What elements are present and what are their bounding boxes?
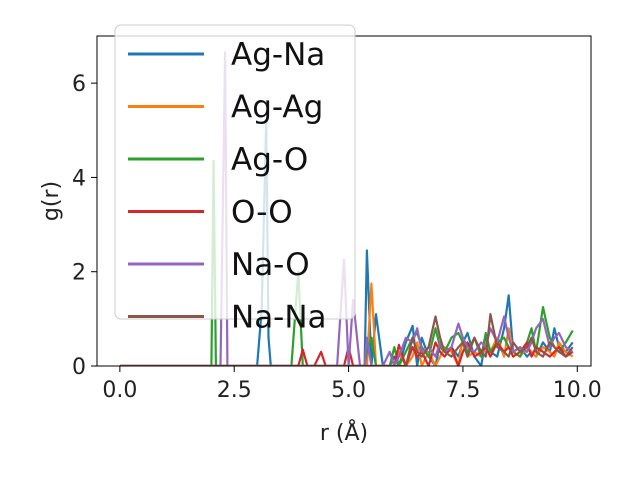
x-tick-label: 5.0 bbox=[331, 378, 366, 403]
legend-label-ag-o: Ag-O bbox=[231, 142, 308, 178]
legend-label-na-o: Na-O bbox=[231, 247, 310, 283]
legend-box bbox=[114, 24, 356, 320]
x-axis-ticks: 0.0 2.5 5.0 7.5 10.0 bbox=[102, 366, 602, 403]
legend-label-na-na: Na-Na bbox=[231, 300, 327, 336]
y-tick-label: 6 bbox=[72, 72, 86, 97]
series-line-na-na bbox=[119, 313, 574, 366]
x-tick-label: 7.5 bbox=[445, 378, 480, 403]
series-line-o-o bbox=[119, 341, 574, 366]
series-line-ag-o bbox=[119, 159, 574, 366]
legend-label-o-o: O-O bbox=[231, 195, 293, 231]
x-tick-label: 10.0 bbox=[553, 378, 602, 403]
series-line-ag-na bbox=[119, 119, 574, 366]
legend: Ag-Na Ag-Ag Ag-O O-O Na-O Na-Na bbox=[114, 24, 356, 336]
legend-label-ag-na: Ag-Na bbox=[231, 37, 325, 73]
x-tick-label: 0.0 bbox=[102, 378, 137, 403]
y-tick-label: 0 bbox=[72, 355, 86, 380]
y-axis-ticks: 0 2 4 6 bbox=[72, 72, 97, 380]
legend-label-ag-ag: Ag-Ag bbox=[231, 90, 323, 126]
y-tick-label: 4 bbox=[72, 166, 86, 191]
x-tick-label: 2.5 bbox=[217, 378, 252, 403]
x-axis-label: r (Å) bbox=[320, 419, 368, 446]
y-axis-label: g(r) bbox=[39, 181, 64, 221]
y-tick-label: 2 bbox=[72, 261, 86, 286]
